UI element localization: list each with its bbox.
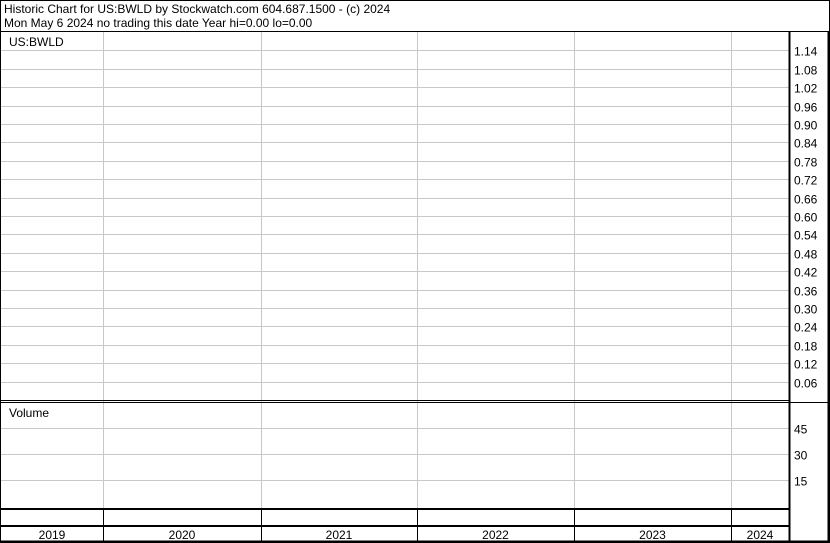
year-label: 2019 [39, 528, 66, 542]
chart-title: Historic Chart for US:BWLD by Stockwatch… [4, 2, 390, 16]
volume-tick-label: 30 [794, 449, 808, 463]
price-tick-label: 0.42 [794, 266, 818, 280]
price-tick-label: 0.12 [794, 358, 818, 372]
price-tick-label: 0.78 [794, 156, 818, 170]
price-tick-label: 0.84 [794, 137, 818, 151]
price-panel-label: US:BWLD [9, 35, 64, 49]
price-tick-label: 0.96 [794, 101, 818, 115]
volume-tick-label: 15 [794, 475, 808, 489]
price-tick-label: 0.30 [794, 303, 818, 317]
price-tick-label: 0.60 [794, 211, 818, 225]
price-tick-label: 0.24 [794, 321, 818, 335]
price-tick-label: 1.02 [794, 82, 818, 96]
year-label: 2024 [747, 528, 774, 542]
price-tick-label: 0.48 [794, 248, 818, 262]
volume-panel-label: Volume [9, 406, 49, 420]
year-label: 2020 [169, 528, 196, 542]
year-label: 2021 [326, 528, 353, 542]
price-tick-label: 0.06 [794, 377, 818, 391]
price-tick-label: 0.36 [794, 285, 818, 299]
volume-tick-label: 45 [794, 423, 808, 437]
year-label: 2022 [482, 528, 509, 542]
price-tick-label: 1.08 [794, 64, 818, 78]
price-tick-label: 0.54 [794, 229, 818, 243]
year-label: 2023 [639, 528, 666, 542]
price-tick-label: 0.72 [794, 174, 818, 188]
price-tick-label: 1.14 [794, 45, 818, 59]
price-tick-label: 0.18 [794, 340, 818, 354]
price-tick-label: 0.90 [794, 119, 818, 133]
chart-status: Mon May 6 2024 no trading this date Year… [4, 16, 313, 30]
price-tick-label: 0.66 [794, 193, 818, 207]
